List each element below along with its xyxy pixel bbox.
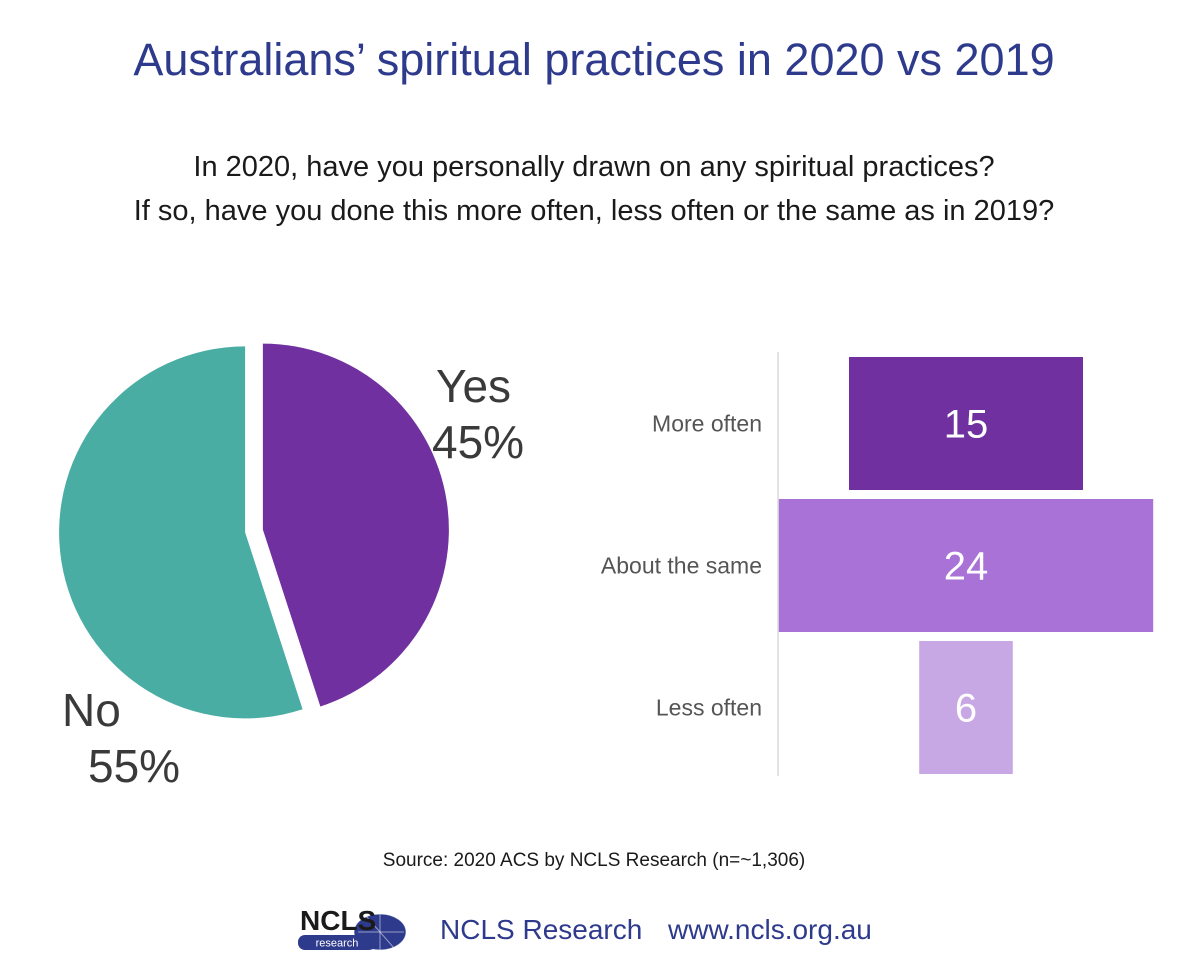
bar-category-label-less-often: Less often xyxy=(656,695,762,721)
pie-value-yes: 45% xyxy=(432,416,524,468)
footer-website-link[interactable]: www.ncls.org.au xyxy=(668,914,872,945)
bar-about-the-same xyxy=(778,499,1154,632)
pie-label-no: No xyxy=(62,684,121,736)
pie-slice-no xyxy=(59,346,303,719)
logo-text: NCLS xyxy=(300,905,376,936)
subtitle-line-1: In 2020, have you personally drawn on an… xyxy=(193,151,995,183)
pie-slice-yes xyxy=(262,343,449,707)
bar-category-label-about-the-same: About the same xyxy=(601,553,762,579)
footer-org-name: NCLS Research xyxy=(440,914,643,945)
chart-title: Australians’ spiritual practices in 2020… xyxy=(133,34,1055,85)
pie-value-no: 55% xyxy=(88,740,180,792)
ncls-logo: NCLS research xyxy=(298,905,407,951)
chart-subtitle: In 2020, have you personally drawn on an… xyxy=(0,145,1188,233)
bar-more-often xyxy=(849,357,1083,490)
bar-category-label-more-often: More often xyxy=(652,411,762,437)
footer: NCLS research NCLS Research www.ncls.org… xyxy=(0,902,1188,962)
bar-value-label-less-often: 6 xyxy=(955,687,977,731)
bar-less-often xyxy=(919,641,1013,774)
subtitle-line-2: If so, have you done this more often, le… xyxy=(133,195,1055,227)
pie-label-yes: Yes xyxy=(436,360,511,412)
logo-subtext: research xyxy=(316,938,359,950)
bar-value-label-about-the-same: 24 xyxy=(944,545,989,589)
source-note: Source: 2020 ACS by NCLS Research (n=~1,… xyxy=(382,850,806,871)
bar-value-label-more-often: 15 xyxy=(944,403,989,447)
